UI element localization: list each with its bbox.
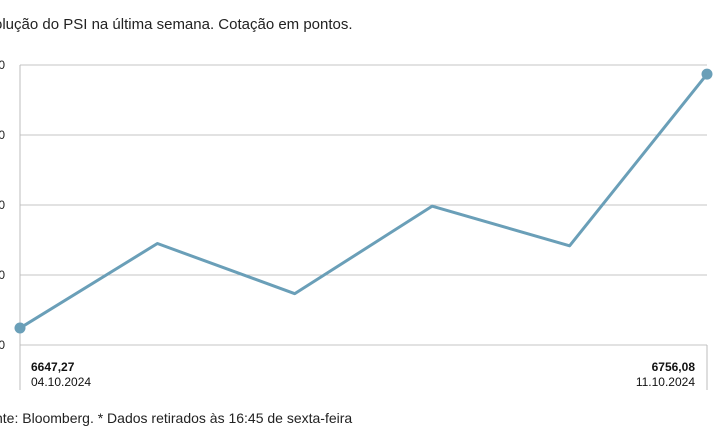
grid: [20, 64, 707, 346]
start-date-label: 04.10.2024: [31, 375, 91, 389]
end-date-label: 11.10.2024: [636, 375, 695, 389]
chart-title: olução do PSI na última semana. Cotação …: [0, 16, 353, 33]
data-points: [14, 68, 713, 334]
y-tick-label-4: 0: [0, 58, 5, 72]
source-note: nte: Bloomberg. * Dados retirados às 16:…: [0, 410, 353, 426]
end-value-label: 6756,08: [652, 360, 696, 374]
y-tick-label-1: 0: [0, 268, 5, 282]
y-tick-label-0: 0: [0, 338, 5, 352]
y-tick-label-3: 0: [0, 128, 5, 142]
series-line-psi: [18, 72, 709, 330]
y-tick-label-2: 0: [0, 198, 5, 212]
start-point: [14, 322, 26, 334]
y-tick-labels: 0 0 0 0 0: [0, 58, 5, 352]
end-point: [701, 68, 713, 80]
start-value-label: 6647,27: [31, 360, 75, 374]
